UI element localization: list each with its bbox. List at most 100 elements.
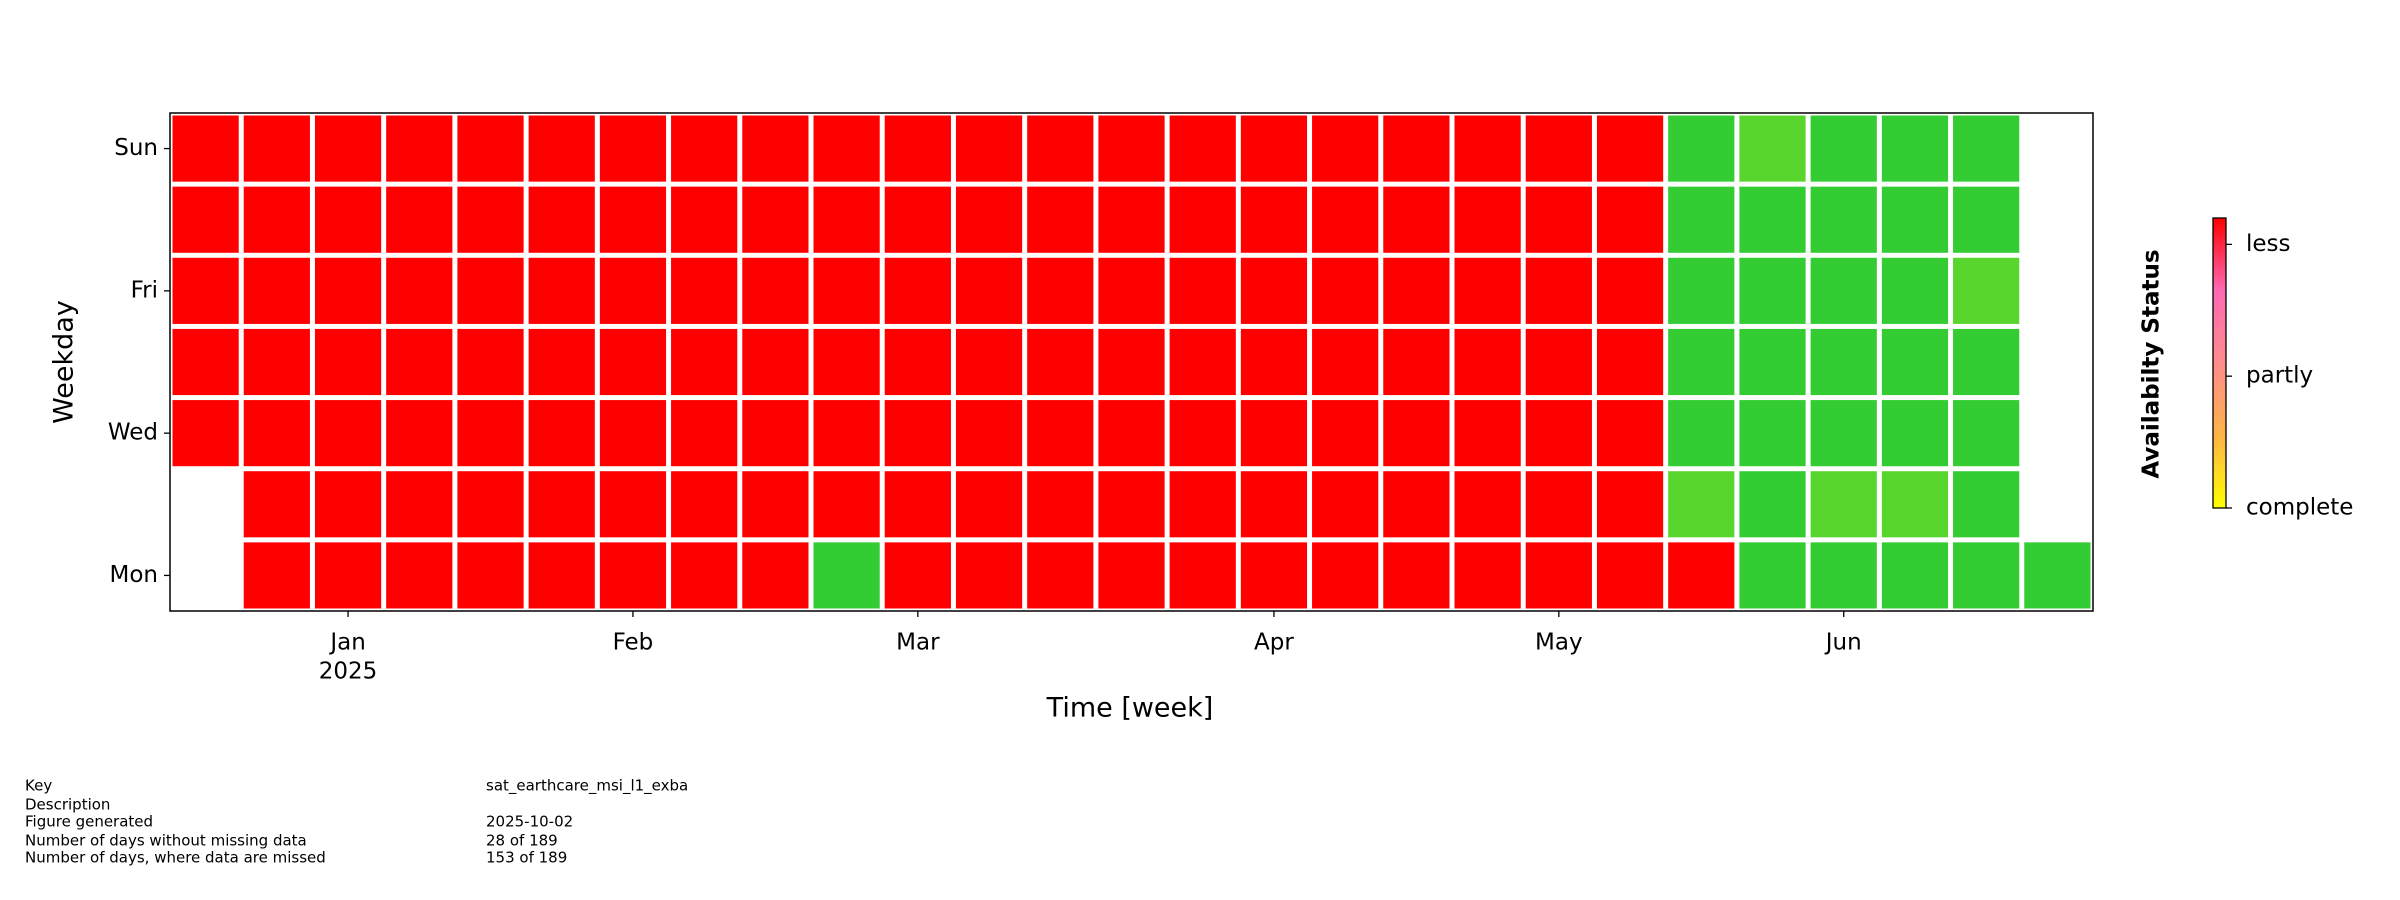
cell	[528, 471, 595, 538]
y-tick-label: Mon	[110, 562, 159, 588]
cell	[1312, 186, 1379, 253]
cell	[742, 542, 809, 609]
info-value: 153 of 189	[486, 849, 567, 867]
x-tick-label: May	[1535, 630, 1583, 656]
cell	[1383, 115, 1450, 182]
cell	[1240, 471, 1308, 538]
cell	[457, 328, 524, 396]
cell	[528, 186, 595, 253]
cell	[1953, 257, 2020, 324]
cell	[599, 542, 667, 609]
cell	[314, 400, 382, 467]
cell	[1596, 186, 1664, 253]
cell	[386, 471, 453, 538]
cell	[599, 186, 667, 253]
cell	[1240, 400, 1308, 467]
cell	[1739, 542, 1806, 609]
cell	[813, 186, 880, 253]
cell	[1739, 328, 1806, 396]
colorbar	[2212, 217, 2227, 509]
cell	[172, 328, 239, 396]
cell	[1596, 257, 1664, 324]
cell	[1525, 257, 1592, 324]
cell	[671, 115, 738, 182]
cell	[1312, 115, 1379, 182]
info-value: 2025-10-02	[486, 813, 573, 831]
cell	[1240, 257, 1308, 324]
cell	[955, 257, 1023, 324]
cell	[955, 471, 1023, 538]
cell	[1525, 542, 1592, 609]
cell	[1525, 115, 1592, 182]
cell	[1668, 186, 1735, 253]
cell	[243, 542, 310, 609]
cell	[314, 115, 382, 182]
cell	[243, 400, 310, 467]
cell	[1668, 115, 1735, 182]
cell	[1312, 328, 1379, 396]
cell	[1383, 542, 1450, 609]
cell	[813, 400, 880, 467]
info-label: Number of days, where data are missed	[25, 849, 326, 867]
cell	[457, 471, 524, 538]
cell	[1240, 542, 1308, 609]
cell	[742, 186, 809, 253]
x-tick-label: Mar	[896, 630, 940, 656]
cell	[1739, 186, 1806, 253]
cell	[1881, 257, 1949, 324]
cell	[457, 186, 524, 253]
cell	[1169, 257, 1236, 324]
cell	[1383, 400, 1450, 467]
info-value: sat_earthcare_msi_l1_exba	[486, 777, 688, 796]
cell	[1098, 542, 1165, 609]
cell	[314, 328, 382, 396]
cell	[457, 115, 524, 182]
cell	[172, 186, 239, 253]
info-label: Figure generated	[25, 813, 153, 831]
cell	[813, 257, 880, 324]
cell	[1454, 186, 1521, 253]
cell	[1383, 257, 1450, 324]
y-tick-label: Sun	[114, 135, 158, 161]
cell	[386, 115, 453, 182]
y-tick-label: Fri	[131, 277, 158, 303]
cell	[1169, 115, 1236, 182]
cell	[1953, 400, 2020, 467]
cell	[742, 328, 809, 396]
cell	[1668, 471, 1735, 538]
colorbar-tick-label: less	[2246, 231, 2291, 257]
cell	[386, 257, 453, 324]
cell	[1027, 471, 1094, 538]
cell	[1810, 115, 1877, 182]
cell	[599, 115, 667, 182]
cell	[243, 115, 310, 182]
cell	[884, 471, 951, 538]
cell	[1881, 186, 1949, 253]
cell	[314, 186, 382, 253]
cell	[1240, 115, 1308, 182]
cell	[1810, 328, 1877, 396]
cell	[1098, 257, 1165, 324]
cell	[1027, 186, 1094, 253]
cell	[599, 328, 667, 396]
cell	[1810, 471, 1877, 538]
cell	[457, 542, 524, 609]
cell	[386, 186, 453, 253]
y-axis-label: Weekday	[49, 300, 80, 424]
cell	[1953, 542, 2020, 609]
cell	[1027, 328, 1094, 396]
cell	[1739, 115, 1806, 182]
cell	[884, 328, 951, 396]
plot-frame	[169, 112, 2094, 612]
cell	[314, 257, 382, 324]
cell	[1454, 471, 1521, 538]
cell	[955, 186, 1023, 253]
cell	[386, 328, 453, 396]
cell	[813, 471, 880, 538]
x-tick-label: Jun	[1824, 630, 1862, 656]
cell	[1169, 400, 1236, 467]
cell	[1098, 471, 1165, 538]
cell	[1240, 328, 1308, 396]
cell	[528, 328, 595, 396]
